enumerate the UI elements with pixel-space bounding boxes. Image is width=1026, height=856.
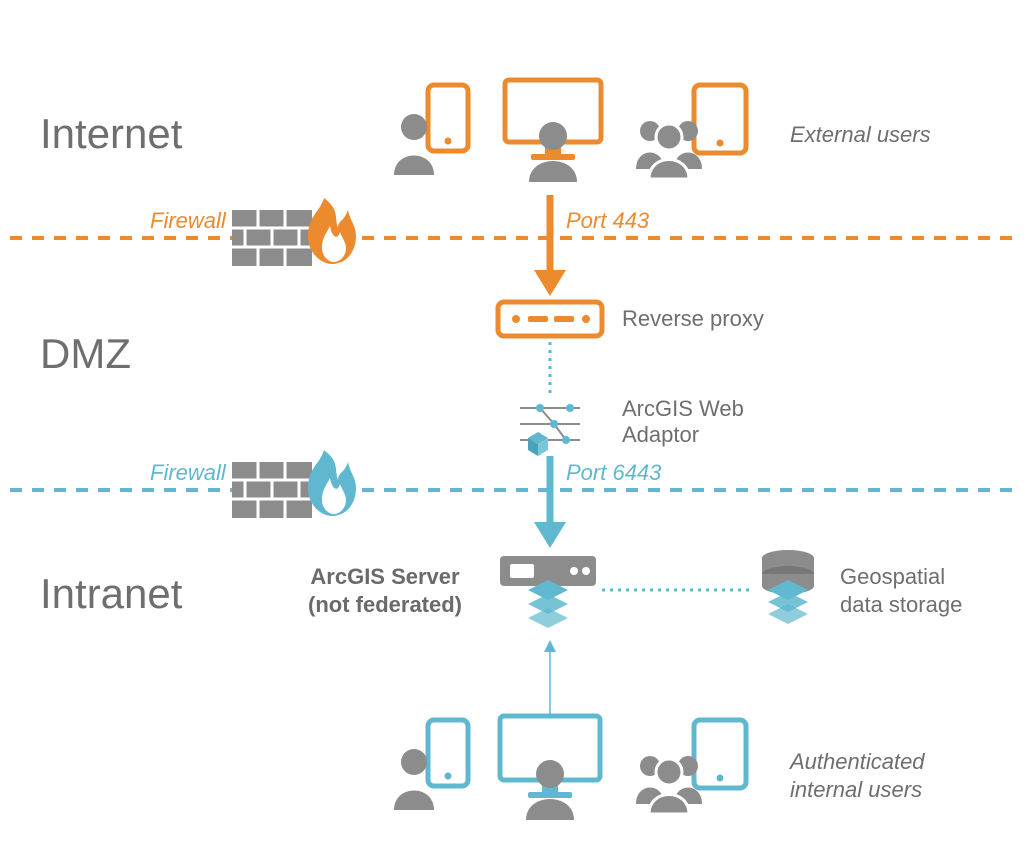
firewall-1-port: Port 443: [566, 208, 649, 234]
firewall-2-port: Port 6443: [566, 460, 661, 486]
web-adaptor-label: ArcGIS Web Adaptor: [622, 396, 744, 449]
firewall-bricks-icon-2: [232, 462, 312, 518]
arrow-internet-to-dmz: [534, 195, 566, 296]
internal-users-label-2: internal users: [790, 777, 922, 802]
firewall-1-label: Firewall: [150, 208, 226, 234]
arrow-dmz-to-intranet: [534, 456, 566, 548]
firewall-2-label: Firewall: [150, 460, 226, 486]
external-user-phone-icon: [394, 85, 468, 175]
external-user-desktop-icon: [505, 80, 601, 182]
arcgis-server-label-1: ArcGIS Server: [310, 564, 459, 589]
flame-icon-1: [308, 198, 356, 264]
internal-users-label-1: Authenticated: [790, 749, 925, 774]
internal-user-phone-icon: [394, 720, 468, 810]
geodata-label-1: Geospatial: [840, 564, 945, 589]
arcgis-server-icon: [500, 556, 596, 628]
zone-label-intranet: Intranet: [40, 570, 182, 618]
web-adaptor-label-1: ArcGIS Web: [622, 396, 744, 421]
internal-user-group-icon: [636, 720, 746, 814]
arcgis-server-label: ArcGIS Server (not federated): [290, 563, 480, 618]
web-adaptor-label-2: Adaptor: [622, 422, 699, 447]
arrow-internal-to-server: [544, 640, 556, 716]
external-user-group-icon: [636, 85, 746, 179]
reverse-proxy-icon: [498, 302, 602, 336]
internal-users-label: Authenticated internal users: [790, 748, 925, 803]
firewall-bricks-icon-1: [232, 210, 312, 266]
geodata-label: Geospatial data storage: [840, 563, 962, 618]
flame-icon-2: [308, 450, 356, 516]
diagram-canvas: Internet DMZ Intranet Firewall Port 443 …: [0, 0, 1026, 856]
zone-label-dmz: DMZ: [40, 330, 131, 378]
arcgis-server-label-2: (not federated): [308, 592, 462, 617]
zone-label-internet: Internet: [40, 110, 182, 158]
reverse-proxy-label: Reverse proxy: [622, 306, 764, 332]
external-users-label: External users: [790, 122, 931, 148]
geodata-label-2: data storage: [840, 592, 962, 617]
web-adaptor-icon: [520, 404, 580, 456]
geodata-storage-icon: [762, 550, 814, 624]
internal-user-desktop-icon: [500, 716, 600, 820]
